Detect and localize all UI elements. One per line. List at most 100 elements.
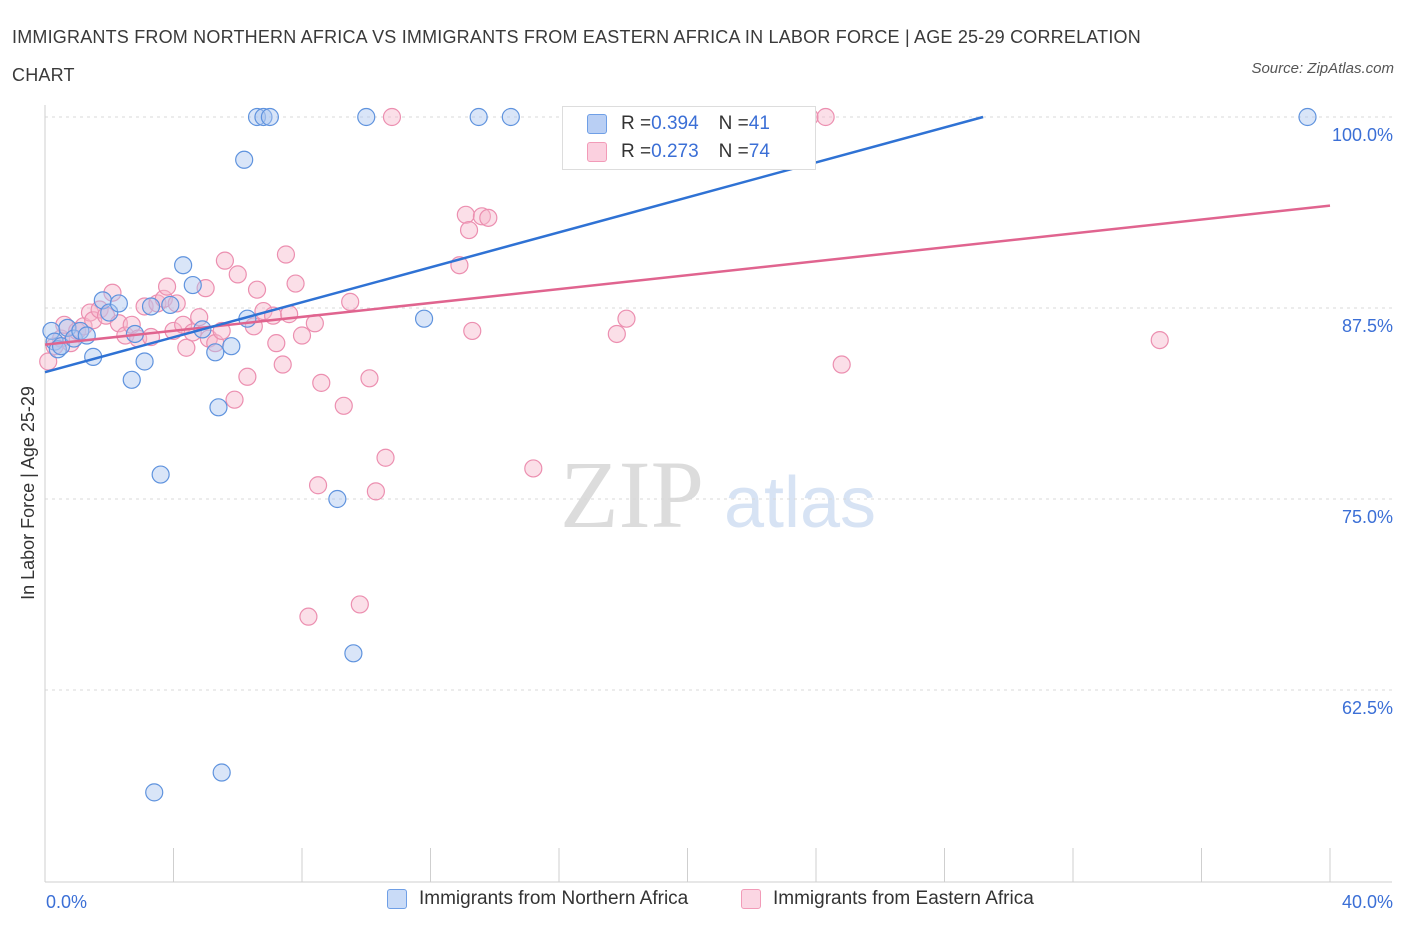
y-tick-label: 100.0% <box>1332 125 1393 145</box>
chart-title: IMMIGRANTS FROM NORTHERN AFRICA VS IMMIG… <box>12 27 1141 85</box>
data-point <box>267 334 286 353</box>
n-label: N = <box>718 113 749 134</box>
data-point <box>617 309 636 328</box>
data-point <box>414 309 434 328</box>
data-point <box>206 343 225 362</box>
data-point <box>151 465 170 484</box>
legend-label: Immigrants from Northern Africa <box>419 888 689 909</box>
data-point <box>135 352 154 371</box>
legend-item-northern-africa[interactable]: Immigrants from Northern Africa <box>387 888 688 910</box>
data-point <box>209 398 228 417</box>
data-point <box>273 355 292 374</box>
data-point <box>463 321 482 341</box>
r-label: R = <box>621 141 652 162</box>
stats-row-eastern: R = 0.273 N = 74 <box>587 138 770 166</box>
legend-label: Immigrants from Eastern Africa <box>773 888 1034 909</box>
data-point <box>832 355 851 374</box>
data-point <box>328 489 347 509</box>
watermark: ZIP atlas <box>560 441 876 548</box>
data-point <box>469 107 488 127</box>
data-point <box>247 107 267 127</box>
data-point <box>225 390 244 409</box>
data-point <box>247 280 267 299</box>
y-axis-label: In Labor Force | Age 25-29 <box>18 386 38 600</box>
data-point <box>141 297 161 316</box>
data-point <box>238 367 257 386</box>
pink-swatch <box>741 889 761 909</box>
data-point <box>228 265 247 284</box>
data-point <box>334 396 353 415</box>
y-tick-label: 62.5% <box>1342 698 1393 718</box>
trend-line-northern-africa <box>44 115 984 374</box>
tick-labels: 100.0% 87.5% 75.0% 62.5% 0.0% 40.0% <box>46 125 1393 912</box>
data-point <box>260 107 279 127</box>
blue-swatch <box>387 889 407 909</box>
data-point <box>308 476 328 495</box>
n-label: N = <box>718 141 749 162</box>
data-point <box>167 294 186 313</box>
n-value: 74 <box>748 141 770 162</box>
gridlines <box>45 116 1392 691</box>
data-point <box>103 283 122 302</box>
data-point <box>48 340 67 359</box>
data-point <box>524 459 543 478</box>
watermark-atlas: atlas <box>724 463 876 543</box>
data-point <box>479 208 498 227</box>
data-point <box>501 107 520 127</box>
r-value: 0.394 <box>651 113 699 134</box>
data-point <box>100 303 119 322</box>
data-point <box>145 783 164 802</box>
data-point <box>254 107 273 127</box>
data-point <box>299 607 318 626</box>
data-point <box>607 324 626 344</box>
data-point <box>459 220 479 240</box>
data-point <box>222 337 241 356</box>
data-point <box>456 205 475 224</box>
data-point <box>235 150 254 169</box>
data-point <box>276 245 296 264</box>
data-point <box>215 251 234 270</box>
data-point <box>357 107 376 127</box>
data-point <box>157 277 177 296</box>
bottom-legend: Immigrants from Northern Africa Immigran… <box>0 888 1406 918</box>
data-point <box>344 644 363 663</box>
trend-lines <box>44 115 1331 374</box>
data-point <box>177 338 196 357</box>
watermark-zip: ZIP <box>560 441 704 548</box>
data-point <box>183 275 202 295</box>
n-value: 41 <box>748 113 770 134</box>
data-point <box>1150 330 1169 350</box>
r-value: 0.273 <box>651 141 699 162</box>
stats-row-northern: R = 0.394 N = 41 <box>587 110 770 138</box>
pink-swatch <box>587 142 607 162</box>
data-point <box>161 295 180 315</box>
data-point <box>366 482 385 501</box>
data-point <box>341 292 360 311</box>
data-point <box>376 448 395 467</box>
y-tick-label: 75.0% <box>1342 507 1393 527</box>
x-tick-label: 0.0% <box>46 892 87 912</box>
data-point <box>212 763 231 782</box>
data-point <box>174 256 193 275</box>
x-tick-label: 40.0% <box>1342 892 1393 912</box>
data-point <box>1298 107 1317 127</box>
data-point <box>382 107 402 127</box>
data-point <box>122 370 141 389</box>
data-point <box>350 595 369 614</box>
data-point <box>286 274 305 293</box>
data-point <box>39 352 58 371</box>
trend-line-eastern-africa <box>44 204 1331 346</box>
source-label: Source: ZipAtlas.com <box>1251 60 1394 77</box>
data-point <box>292 326 312 345</box>
data-point <box>816 107 835 127</box>
blue-swatch <box>587 114 607 134</box>
axes <box>44 105 1392 883</box>
data-point <box>109 294 128 313</box>
data-point <box>472 207 491 226</box>
stats-legend: R = 0.394 N = 41 R = 0.273 N = 74 <box>562 106 816 170</box>
y-tick-label: 87.5% <box>1342 316 1393 336</box>
legend-item-eastern-africa[interactable]: Immigrants from Eastern Africa <box>741 888 1034 910</box>
r-label: R = <box>621 113 652 134</box>
data-point <box>312 373 331 392</box>
